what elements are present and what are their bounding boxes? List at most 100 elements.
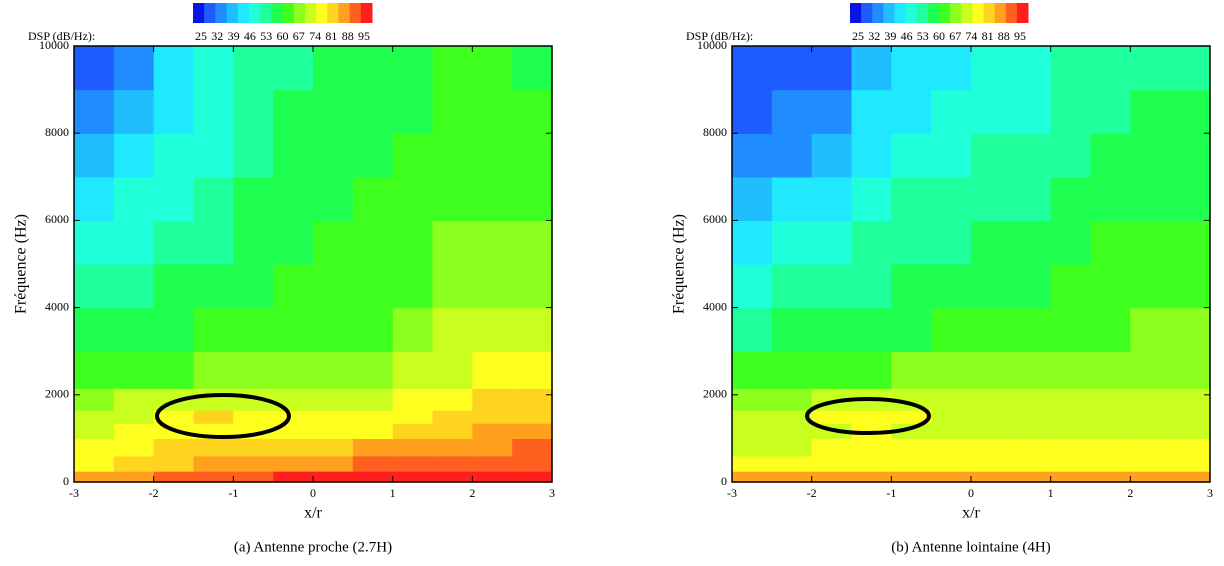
heatmap-cell	[352, 176, 394, 221]
heatmap-cell	[273, 220, 314, 265]
heatmap-cell	[352, 46, 394, 91]
heatmap-cell	[971, 176, 1012, 221]
colorbar-segment	[927, 3, 940, 23]
heatmap-cell	[1130, 46, 1171, 91]
heatmap-cell	[931, 176, 972, 221]
heatmap-cell	[472, 388, 513, 411]
colorbar-tick-label: 81	[982, 29, 994, 43]
heatmap-cell	[851, 438, 892, 457]
heatmap-cell	[1170, 46, 1211, 91]
heatmap-cell	[931, 471, 972, 483]
heatmap-cell	[392, 438, 434, 457]
colorbar-segment	[905, 3, 918, 23]
heatmap-cell	[392, 46, 434, 91]
heatmap-cell	[971, 438, 1012, 457]
heatmap-cell	[472, 89, 513, 134]
heatmap-cell	[771, 133, 813, 178]
heatmap-cell	[432, 89, 473, 134]
heatmap-cell	[851, 471, 892, 483]
heatmap-cell	[472, 438, 513, 457]
heatmap-cell	[193, 46, 234, 91]
heatmap-cell	[352, 423, 394, 439]
colorbar-segment	[293, 3, 306, 23]
heatmap-cell	[392, 423, 434, 439]
heatmap-cell	[851, 176, 892, 221]
heatmap-cell	[1130, 264, 1171, 309]
heatmap-cell	[1050, 351, 1092, 389]
heatmap-cell	[233, 388, 274, 411]
colorbar-segment	[215, 3, 228, 23]
heatmap-cell	[74, 307, 115, 352]
heatmap-cell	[113, 133, 155, 178]
heatmap-cell	[971, 423, 1012, 439]
colorbar-tick-label: 95	[358, 29, 370, 43]
colorbar-tick-label: 32	[868, 29, 880, 43]
heatmap-cell	[273, 264, 314, 309]
heatmap-cell	[392, 471, 434, 483]
heatmap-cell	[732, 351, 773, 389]
heatmap-cell	[432, 351, 473, 389]
heatmap-cell	[971, 133, 1012, 178]
heatmap-cell	[811, 307, 853, 352]
heatmap-cell	[472, 133, 513, 178]
heatmap-cell	[1090, 307, 1131, 352]
heatmap-cell	[1170, 220, 1211, 265]
x-tick-label: -3	[727, 486, 737, 500]
heatmap-cell	[193, 264, 234, 309]
heatmap-cell	[273, 46, 314, 91]
colorbar-label: DSP (dB/Hz):	[686, 29, 753, 43]
heatmap-cell	[732, 220, 773, 265]
colorbar-label: DSP (dB/Hz):	[28, 29, 95, 43]
y-tick-label: 8000	[45, 125, 69, 139]
heatmap-cell	[971, 455, 1012, 472]
heatmap-cell	[352, 388, 394, 411]
heatmap-cell	[113, 89, 155, 134]
heatmap-cell	[1130, 471, 1171, 483]
heatmap-cell	[771, 307, 813, 352]
y-tick-label: 2000	[703, 387, 727, 401]
colorbar-tick-label: 46	[244, 29, 256, 43]
heatmap-cell	[472, 264, 513, 309]
heatmap-cell	[891, 351, 932, 389]
heatmap-cell	[1170, 410, 1211, 424]
heatmap-cell	[153, 455, 195, 472]
colorbar-segment	[271, 3, 283, 23]
heatmap-cell	[352, 455, 394, 472]
colorbar-segment	[861, 3, 873, 23]
heatmap-cell	[193, 471, 234, 483]
colorbar-segment	[961, 3, 973, 23]
heatmap-cell	[1170, 351, 1211, 389]
heatmap-cell	[432, 176, 473, 221]
heatmap-cell	[153, 220, 195, 265]
heatmap-cell	[931, 264, 972, 309]
heatmap-cell	[971, 351, 1012, 389]
heatmap-cell	[771, 220, 813, 265]
heatmap-cell	[512, 133, 553, 178]
heatmap-cell	[233, 410, 274, 424]
heatmap-cell	[1050, 46, 1092, 91]
heatmap-cell	[971, 307, 1012, 352]
colorbar-segment	[916, 3, 929, 23]
heatmap-cell	[233, 307, 274, 352]
heatmap-cell	[392, 89, 434, 134]
y-tick-label: 4000	[45, 299, 69, 313]
heatmap-cell	[193, 438, 234, 457]
heatmap-cell	[771, 176, 813, 221]
heatmap-cell	[811, 455, 853, 472]
heatmap-cell	[392, 351, 434, 389]
heatmap-cell	[891, 220, 932, 265]
heatmap-cell	[472, 46, 513, 91]
colorbar-tick-label: 60	[277, 29, 289, 43]
x-tick-label: 2	[1127, 486, 1133, 500]
heatmap-cell	[113, 46, 155, 91]
heatmap-cell	[153, 410, 195, 424]
heatmap-cell	[352, 438, 394, 457]
heatmap-cell	[1090, 89, 1131, 134]
heatmap-cell	[74, 388, 115, 411]
colorbar-segment	[327, 3, 339, 23]
heatmap-cell	[1090, 133, 1131, 178]
heatmap-cell	[153, 438, 195, 457]
colorbar-segment	[883, 3, 895, 23]
heatmap-cell	[851, 220, 892, 265]
heatmap-cell	[732, 410, 773, 424]
